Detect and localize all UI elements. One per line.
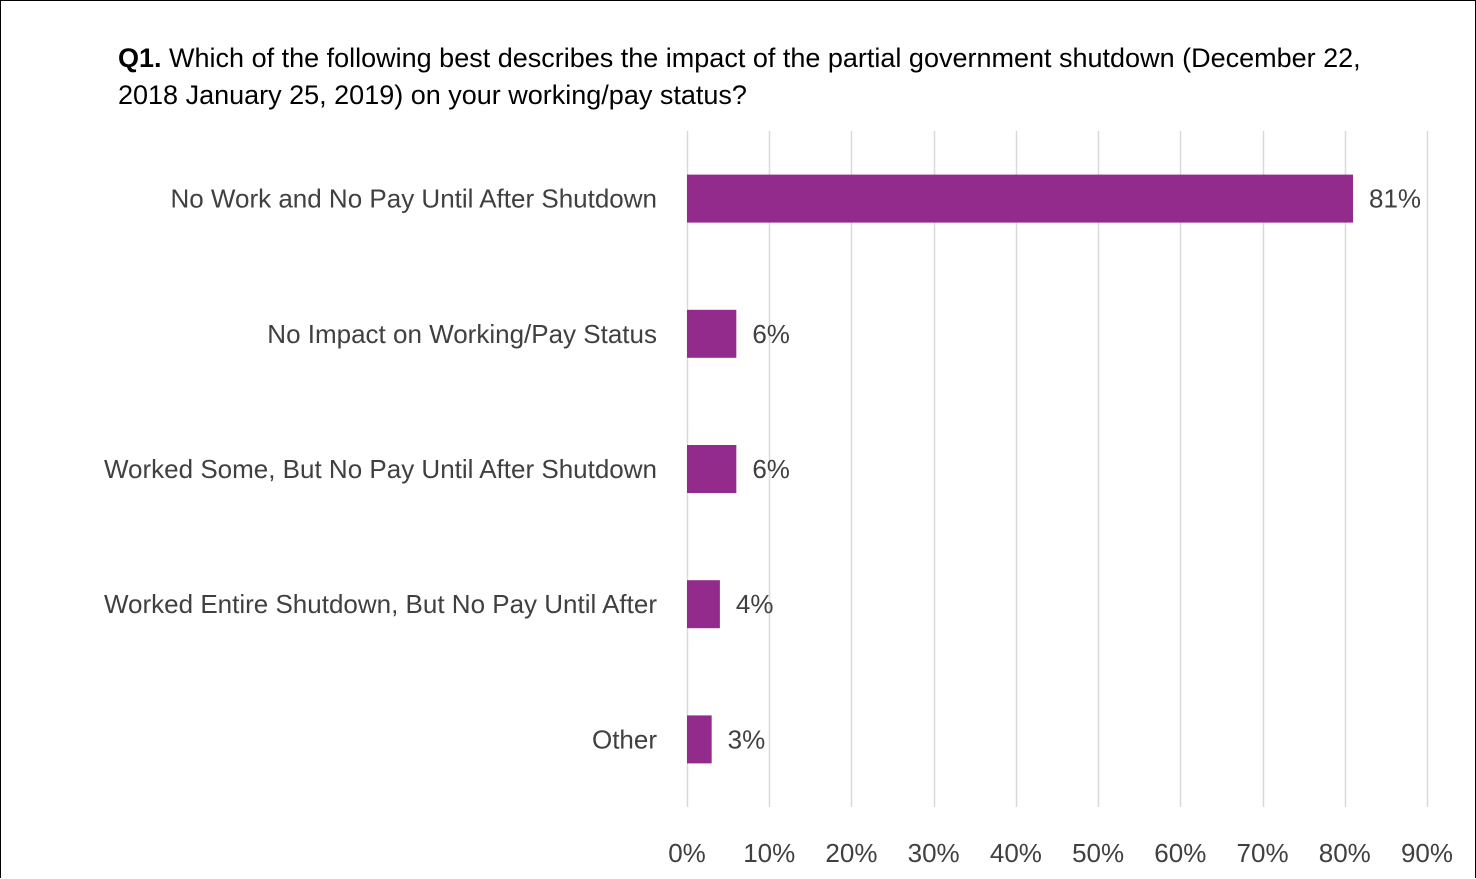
x-tick-label: 10% [743, 838, 795, 868]
data-label: 3% [728, 724, 766, 754]
x-tick-label: 70% [1237, 838, 1289, 868]
question-number: Q1. [118, 43, 162, 73]
category-label: No Impact on Working/Pay Status [267, 319, 657, 349]
chart-title: Q1. Which of the following best describe… [118, 40, 1418, 114]
x-tick-label: 80% [1319, 838, 1371, 868]
data-label: 81% [1369, 184, 1421, 214]
bar [687, 174, 1353, 223]
x-tick-label: 60% [1154, 838, 1206, 868]
bar [687, 445, 737, 493]
x-tick-label: 50% [1072, 838, 1124, 868]
bar [687, 580, 720, 629]
data-label: 6% [752, 319, 790, 349]
data-label: 4% [736, 589, 774, 619]
gridlines [686, 131, 1429, 807]
x-tick-label: 90% [1401, 838, 1453, 868]
category-labels: No Work and No Pay Until After Shutdown N… [104, 184, 657, 755]
data-label: 6% [752, 454, 790, 484]
value-labels: 81% 6% 6% 4% 3% [728, 184, 1421, 755]
x-tick-label: 0% [668, 838, 706, 868]
x-axis-tick-labels: 0% 10% 20% 30% 40% 50% 60% 70% 80% 90% [668, 838, 1453, 868]
category-label: Worked Some, But No Pay Until After Shut… [104, 454, 657, 484]
category-label: No Work and No Pay Until After Shutdown [170, 184, 657, 214]
x-tick-label: 20% [825, 838, 877, 868]
bars [687, 174, 1353, 764]
category-label: Worked Entire Shutdown, But No Pay Until… [104, 589, 657, 619]
category-label: Other [592, 724, 657, 754]
bar [687, 715, 712, 764]
x-tick-label: 40% [990, 838, 1042, 868]
question-text: Which of the following best describes th… [118, 43, 1361, 110]
bar [687, 309, 737, 358]
x-tick-label: 30% [908, 838, 960, 868]
